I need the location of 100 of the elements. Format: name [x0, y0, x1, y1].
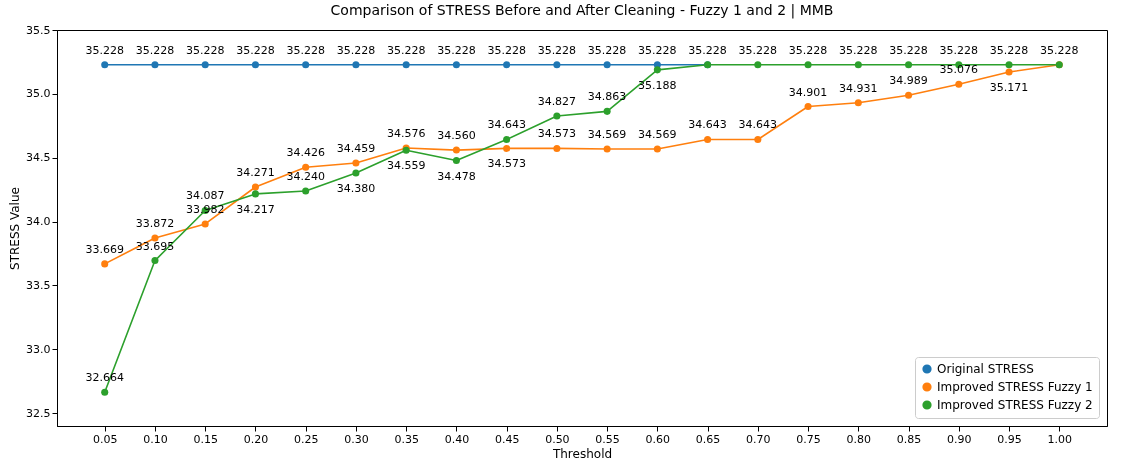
point — [352, 159, 360, 167]
point — [452, 146, 460, 154]
point — [101, 260, 109, 268]
x-tick-label: 0.60 — [645, 432, 671, 446]
point — [955, 80, 963, 88]
x-tick-label: 0.05 — [92, 432, 118, 446]
data-label: 35.228 — [1040, 43, 1079, 57]
point — [754, 61, 762, 69]
x-tick-label: 1.00 — [1047, 432, 1073, 446]
y-tick-label: 34.5 — [26, 151, 51, 165]
point — [352, 61, 360, 69]
point — [503, 61, 511, 69]
legend-label: Improved STRESS Fuzzy 2 — [937, 398, 1093, 412]
legend-label: Improved STRESS Fuzzy 1 — [937, 380, 1093, 394]
x-tick-label: 0.95 — [997, 432, 1022, 446]
x-tick-label: 0.20 — [243, 432, 269, 446]
x-tick-label: 0.10 — [143, 432, 168, 446]
point — [352, 169, 360, 177]
x-tick-label: 0.45 — [494, 432, 520, 446]
x-tick-label: 0.65 — [695, 432, 721, 446]
point — [452, 157, 460, 165]
data-label: 34.863 — [587, 90, 627, 104]
point — [653, 145, 661, 153]
data-label: 35.228 — [487, 43, 526, 57]
data-label: 34.380 — [336, 182, 376, 196]
point — [603, 61, 611, 69]
data-label: 34.271 — [236, 165, 275, 179]
point — [101, 61, 109, 69]
data-label: 35.228 — [85, 43, 124, 57]
data-label: 35.228 — [286, 43, 325, 57]
point — [452, 61, 460, 69]
point — [302, 61, 310, 69]
x-tick-label: 0.70 — [746, 432, 771, 446]
point — [302, 163, 310, 171]
point — [553, 61, 561, 69]
data-label: 35.228 — [839, 43, 878, 57]
data-label: 35.228 — [537, 43, 577, 57]
x-tick-label: 0.40 — [444, 432, 470, 446]
data-label: 34.989 — [889, 74, 928, 88]
data-label: 34.478 — [437, 169, 476, 183]
data-label: 34.576 — [386, 127, 426, 141]
x-tick-label: 0.25 — [293, 432, 319, 446]
data-label: 35.228 — [236, 43, 275, 57]
x-tick-label: 0.55 — [595, 432, 620, 446]
point — [151, 61, 159, 69]
data-label: 34.643 — [688, 118, 727, 132]
point — [905, 61, 913, 69]
x-tick-label: 0.80 — [846, 432, 872, 446]
data-label: 35.228 — [386, 43, 426, 57]
point — [1005, 68, 1013, 76]
point — [1005, 61, 1013, 69]
point — [804, 61, 812, 69]
data-label: 34.569 — [638, 127, 677, 141]
chart-title: Comparison of STRESS Before and After Cleaning - Fuzzy 1 and 2 | MMB — [330, 2, 834, 19]
data-label: 35.228 — [185, 43, 225, 57]
point — [201, 220, 209, 228]
data-label: 35.228 — [135, 43, 175, 57]
legend-label: Original STRESS — [937, 362, 1034, 376]
y-tick-label: 33.5 — [26, 278, 51, 292]
point — [302, 187, 310, 195]
x-tick-label: 0.30 — [344, 432, 369, 446]
data-label: 35.228 — [738, 43, 778, 57]
point — [704, 135, 712, 143]
data-label: 34.459 — [336, 141, 376, 155]
point — [101, 388, 109, 396]
point — [251, 190, 259, 198]
x-axis-title: Threshold — [551, 446, 613, 461]
data-label: 35.228 — [437, 43, 476, 57]
data-label: 35.228 — [638, 43, 677, 57]
y-tick-label: 34.0 — [26, 215, 51, 229]
point — [653, 66, 661, 74]
data-label: 34.901 — [788, 85, 828, 99]
point — [603, 145, 611, 153]
data-label: 34.643 — [487, 118, 526, 132]
data-label: 35.076 — [939, 63, 979, 77]
data-label: 34.573 — [537, 127, 577, 141]
y-axis-title: STRESS Value — [8, 187, 23, 270]
y-tick-label: 35.0 — [26, 87, 51, 101]
x-tick-label: 0.75 — [796, 432, 821, 446]
x-tick-label: 0.35 — [394, 432, 419, 446]
y-tick-label: 33.0 — [26, 342, 51, 356]
data-label: 34.569 — [587, 127, 627, 141]
point — [151, 257, 159, 265]
data-label: 35.228 — [939, 43, 979, 57]
point — [854, 99, 862, 107]
x-tick-label: 0.90 — [947, 432, 972, 446]
data-label: 34.087 — [185, 189, 225, 203]
data-label: 34.931 — [839, 81, 878, 95]
x-tick-label: 0.50 — [545, 432, 570, 446]
point — [603, 107, 611, 115]
data-label: 34.559 — [386, 159, 426, 173]
data-label: 34.643 — [738, 118, 778, 132]
point — [854, 61, 862, 69]
x-tick-label: 0.15 — [193, 432, 218, 446]
data-label: 33.669 — [85, 242, 124, 256]
data-label: 35.228 — [688, 43, 727, 57]
data-label: 35.171 — [989, 81, 1029, 95]
data-label: 34.827 — [537, 94, 577, 108]
point — [251, 61, 259, 69]
point — [804, 102, 812, 111]
